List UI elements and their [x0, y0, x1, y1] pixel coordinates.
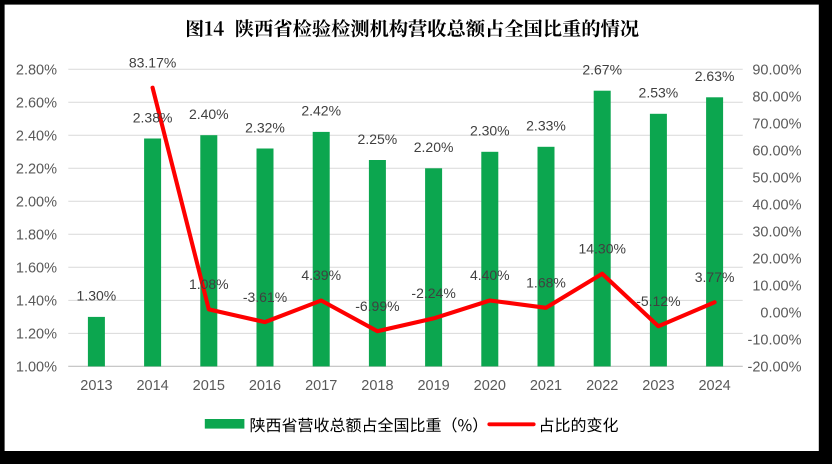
svg-text:20.00%: 20.00%: [752, 251, 801, 267]
svg-text:50.00%: 50.00%: [752, 170, 801, 186]
svg-text:-20.00%: -20.00%: [747, 360, 801, 376]
svg-text:4.39%: 4.39%: [301, 267, 341, 283]
svg-text:2.25%: 2.25%: [358, 131, 398, 147]
svg-text:2.00%: 2.00%: [16, 194, 57, 210]
svg-text:2.42%: 2.42%: [301, 103, 341, 119]
svg-text:2.30%: 2.30%: [470, 123, 510, 139]
svg-text:1.00%: 1.00%: [16, 360, 57, 376]
svg-text:2.32%: 2.32%: [245, 119, 285, 135]
svg-text:1.40%: 1.40%: [16, 294, 57, 310]
svg-text:14.30%: 14.30%: [578, 240, 625, 256]
svg-text:1.60%: 1.60%: [16, 260, 57, 276]
svg-text:30.00%: 30.00%: [752, 224, 801, 240]
svg-text:2.67%: 2.67%: [582, 62, 622, 78]
svg-text:2.60%: 2.60%: [16, 95, 57, 111]
svg-text:-6.99%: -6.99%: [355, 298, 399, 314]
svg-text:2022: 2022: [586, 378, 618, 394]
svg-text:2.40%: 2.40%: [16, 128, 57, 144]
svg-text:2013: 2013: [80, 378, 112, 394]
svg-text:1.30%: 1.30%: [77, 288, 117, 304]
svg-text:90.00%: 90.00%: [752, 62, 801, 78]
svg-text:60.00%: 60.00%: [752, 143, 801, 159]
svg-text:2018: 2018: [361, 378, 393, 394]
svg-text:2.20%: 2.20%: [414, 139, 454, 155]
svg-text:-5.12%: -5.12%: [636, 293, 680, 309]
svg-text:2023: 2023: [642, 378, 674, 394]
svg-text:2024: 2024: [698, 378, 730, 394]
svg-text:2014: 2014: [136, 378, 168, 394]
svg-text:2.80%: 2.80%: [16, 62, 57, 78]
svg-text:-2.24%: -2.24%: [411, 285, 455, 301]
svg-text:83.17%: 83.17%: [129, 54, 176, 70]
svg-text:2.33%: 2.33%: [526, 118, 566, 134]
svg-text:40.00%: 40.00%: [752, 197, 801, 213]
svg-text:2015: 2015: [193, 378, 225, 394]
svg-text:2.53%: 2.53%: [639, 85, 679, 101]
svg-text:2020: 2020: [474, 378, 506, 394]
svg-text:-3.61%: -3.61%: [243, 289, 287, 305]
svg-text:-10.00%: -10.00%: [747, 333, 801, 349]
svg-text:1.08%: 1.08%: [189, 276, 229, 292]
svg-text:2019: 2019: [417, 378, 449, 394]
svg-text:80.00%: 80.00%: [752, 89, 801, 105]
svg-text:0.00%: 0.00%: [760, 306, 801, 322]
svg-text:10.00%: 10.00%: [752, 278, 801, 294]
svg-text:2016: 2016: [249, 378, 281, 394]
svg-text:2.20%: 2.20%: [16, 161, 57, 177]
svg-text:4.40%: 4.40%: [470, 267, 510, 283]
svg-text:1.80%: 1.80%: [16, 227, 57, 243]
svg-text:2017: 2017: [305, 378, 337, 394]
svg-text:2.38%: 2.38%: [133, 109, 173, 125]
svg-text:2.63%: 2.63%: [695, 68, 735, 84]
svg-text:2.40%: 2.40%: [189, 106, 229, 122]
svg-text:2021: 2021: [530, 378, 562, 394]
svg-text:1.20%: 1.20%: [16, 327, 57, 343]
svg-text:3.77%: 3.77%: [695, 269, 735, 285]
svg-text:1.68%: 1.68%: [526, 275, 566, 291]
svg-text:70.00%: 70.00%: [752, 116, 801, 132]
